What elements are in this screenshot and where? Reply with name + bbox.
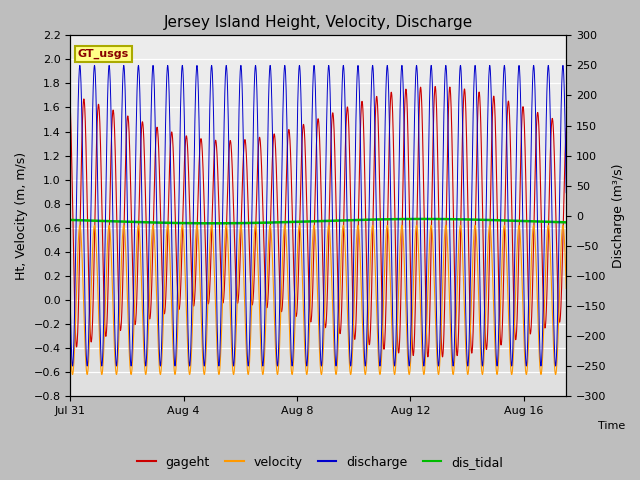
- Title: Jersey Island Height, Velocity, Discharge: Jersey Island Height, Velocity, Discharg…: [164, 15, 473, 30]
- gageht: [563, 126, 570, 132]
- Line: dis_tidal: dis_tidal: [70, 219, 566, 223]
- Y-axis label: Ht, Velocity (m, m/s): Ht, Velocity (m, m/s): [15, 152, 28, 280]
- velocity: [369, 222, 376, 228]
- velocity: [288, 372, 296, 377]
- gageht: [500, 285, 508, 291]
- discharge: [500, 75, 508, 81]
- dis_tidal: [152, 220, 160, 226]
- Line: discharge: discharge: [70, 65, 566, 366]
- discharge: [369, 62, 376, 68]
- discharge: [563, 190, 570, 195]
- gageht: [67, 108, 74, 113]
- gageht: [438, 354, 446, 360]
- discharge: [257, 296, 264, 301]
- dis_tidal: [500, 217, 508, 223]
- velocity: [500, 229, 508, 235]
- Legend: gageht, velocity, discharge, dis_tidal: gageht, velocity, discharge, dis_tidal: [132, 451, 508, 474]
- gageht: [278, 307, 286, 312]
- X-axis label: Time: Time: [598, 421, 626, 432]
- dis_tidal: [123, 219, 131, 225]
- velocity: [152, 287, 160, 292]
- velocity: [553, 362, 561, 368]
- discharge: [553, 344, 561, 349]
- dis_tidal: [419, 216, 426, 222]
- dis_tidal: [278, 219, 286, 225]
- dis_tidal: [257, 220, 264, 226]
- discharge: [278, 156, 286, 162]
- dis_tidal: [563, 219, 570, 225]
- Bar: [70, 36, 566, 222]
- Line: gageht: gageht: [70, 86, 566, 357]
- gageht: [431, 84, 439, 89]
- velocity: [67, 343, 74, 348]
- velocity: [123, 282, 131, 288]
- velocity: [257, 338, 264, 344]
- discharge: [152, 192, 160, 197]
- dis_tidal: [67, 217, 74, 223]
- Y-axis label: Discharge (m³/s): Discharge (m³/s): [612, 164, 625, 268]
- Line: velocity: velocity: [70, 225, 566, 374]
- gageht: [257, 142, 264, 147]
- Text: GT_usgs: GT_usgs: [78, 49, 129, 59]
- velocity: [563, 286, 570, 291]
- velocity: [278, 269, 286, 275]
- dis_tidal: [209, 220, 217, 226]
- gageht: [152, 128, 160, 134]
- discharge: [67, 305, 74, 311]
- discharge: [123, 182, 131, 188]
- dis_tidal: [553, 219, 561, 225]
- gageht: [553, 254, 561, 260]
- discharge: [288, 363, 296, 369]
- gageht: [123, 120, 131, 125]
